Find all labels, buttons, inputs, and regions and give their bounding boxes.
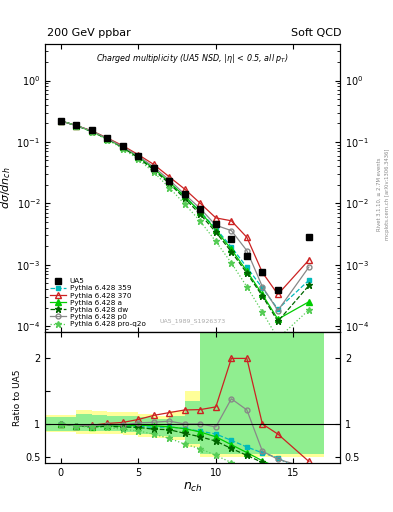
Bar <box>278 332 325 454</box>
Bar <box>263 332 278 457</box>
Bar <box>92 415 107 431</box>
Text: Soft QCD: Soft QCD <box>292 28 342 38</box>
Bar <box>263 332 278 454</box>
Bar <box>45 417 61 431</box>
Bar <box>45 415 61 432</box>
Text: 200 GeV ppbar: 200 GeV ppbar <box>47 28 131 38</box>
Bar <box>123 416 138 432</box>
Bar <box>138 414 154 437</box>
Bar <box>154 419 169 436</box>
Text: mcplots.cern.ch [arXiv:1306.3436]: mcplots.cern.ch [arXiv:1306.3436] <box>385 149 389 240</box>
Y-axis label: $d\sigma/dn_{ch}$: $d\sigma/dn_{ch}$ <box>0 166 13 209</box>
Bar <box>169 411 185 440</box>
Legend: UA5, Pythia 6.428 359, Pythia 6.428 370, Pythia 6.428 a, Pythia 6.428 dw, Pythia: UA5, Pythia 6.428 359, Pythia 6.428 370,… <box>49 277 147 329</box>
Bar <box>92 411 107 434</box>
Bar <box>278 332 325 457</box>
Bar <box>107 412 123 434</box>
Text: Charged multiplicity (UA5 NSD, $|\eta|$ < 0.5, all $p_T$): Charged multiplicity (UA5 NSD, $|\eta|$ … <box>96 52 289 65</box>
Bar <box>200 332 216 457</box>
Bar <box>185 391 200 447</box>
Bar <box>107 416 123 431</box>
Bar <box>231 332 247 454</box>
Bar <box>76 410 92 434</box>
Bar <box>247 332 263 454</box>
Bar <box>216 332 231 454</box>
Text: UA5_1989_S1926373: UA5_1989_S1926373 <box>160 318 226 324</box>
Bar <box>123 412 138 435</box>
Bar <box>216 332 231 457</box>
Bar <box>247 332 263 457</box>
Bar <box>185 401 200 444</box>
Bar <box>231 332 247 457</box>
Bar <box>138 417 154 434</box>
Bar <box>200 332 216 454</box>
Bar <box>76 414 92 431</box>
Bar <box>61 417 76 431</box>
Bar <box>154 416 169 438</box>
X-axis label: $n_{ch}$: $n_{ch}$ <box>183 481 202 494</box>
Y-axis label: Ratio to UA5: Ratio to UA5 <box>13 370 22 426</box>
Text: Rivet 3.1.10, ≥ 2.7M events: Rivet 3.1.10, ≥ 2.7M events <box>377 158 382 231</box>
Bar <box>61 415 76 432</box>
Bar <box>169 416 185 437</box>
